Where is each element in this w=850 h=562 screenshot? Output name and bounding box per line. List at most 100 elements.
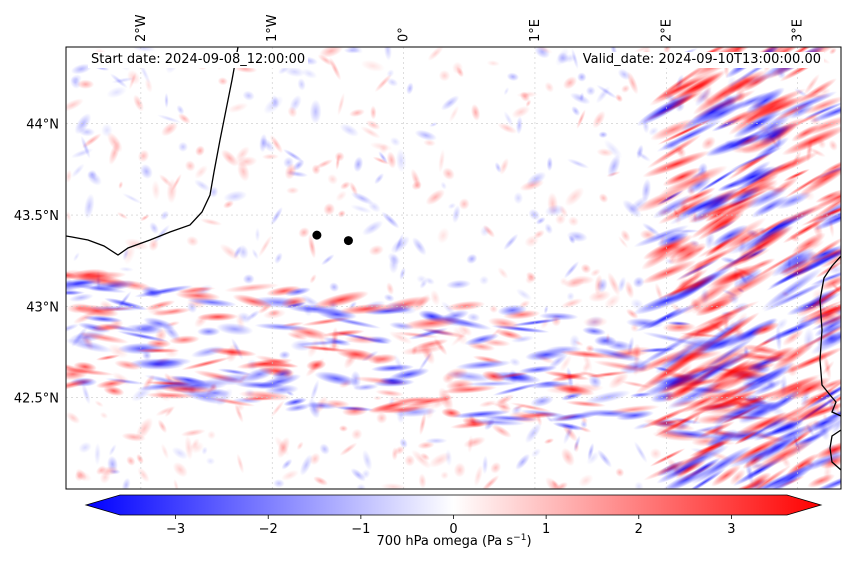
field-cell	[642, 222, 661, 237]
field-streak-cell	[774, 102, 810, 122]
field-band-cell	[283, 301, 308, 309]
field-cell	[479, 275, 490, 286]
field-streak-cell	[745, 215, 791, 243]
field-streak-cell	[646, 134, 702, 169]
field-cell	[66, 411, 81, 424]
field-band-cell	[352, 383, 379, 391]
field-cell	[775, 318, 789, 331]
field-cell	[604, 294, 621, 309]
field-band-cell	[244, 367, 274, 382]
field-cell	[497, 267, 509, 279]
field-band-cell	[552, 422, 585, 431]
field-cell	[153, 224, 171, 244]
field-band-cell	[224, 283, 280, 293]
field-cell	[270, 206, 283, 226]
field-cell	[561, 447, 575, 467]
field-cell	[559, 354, 572, 373]
field-band-cell	[312, 290, 369, 309]
field-cell	[559, 205, 569, 218]
field-cell	[466, 253, 478, 265]
field-streak-cell	[713, 248, 771, 273]
field-band-cell	[286, 331, 308, 341]
field-band-cell	[264, 384, 299, 395]
field-cell	[217, 77, 228, 86]
field-cell	[381, 211, 400, 229]
field-cell	[597, 449, 612, 468]
field-cell	[440, 471, 449, 480]
field-streak-cell	[787, 377, 831, 401]
field-band-cell	[593, 360, 650, 372]
field-cell	[621, 84, 630, 93]
field-band-cell	[464, 333, 500, 346]
field-streak-cell	[798, 401, 841, 421]
field-streak-cell	[734, 430, 759, 445]
field-cell	[420, 452, 430, 461]
field-cell	[286, 186, 300, 195]
field-cell	[66, 169, 72, 183]
field-streak-cell	[780, 427, 815, 452]
start-date-label: Start date: 2024-09-08_12:00:00	[88, 52, 309, 68]
field-cell	[308, 234, 316, 259]
field-band-cell	[266, 285, 302, 297]
field-cell	[106, 86, 127, 99]
field-cell	[171, 446, 188, 460]
field-band-cell	[83, 315, 123, 323]
field-streak-cell	[809, 246, 840, 262]
field-cell	[339, 123, 359, 137]
field-cell	[571, 48, 579, 70]
field-band-cell	[666, 321, 691, 326]
field-cell	[177, 141, 189, 152]
field-cell	[548, 352, 569, 370]
field-band-cell	[559, 350, 616, 359]
field-cell	[563, 76, 577, 90]
field-cell	[73, 252, 80, 262]
field-streak-cell	[797, 450, 841, 473]
field-cell	[251, 248, 259, 260]
field-band-cell	[197, 326, 221, 337]
field-cell	[410, 168, 422, 190]
field-cell	[563, 278, 585, 289]
field-cell	[227, 102, 249, 113]
field-band-cell	[565, 400, 606, 408]
field-band-cell	[144, 300, 176, 311]
field-streak-cell	[812, 304, 841, 326]
field-band-cell	[582, 326, 606, 336]
field-cell	[395, 148, 407, 173]
field-streak-cell	[707, 429, 738, 448]
field-cell	[574, 340, 584, 347]
coastline-east	[819, 255, 841, 417]
field-cell	[373, 395, 383, 401]
field-streak-cell	[671, 242, 707, 266]
field-cell	[237, 161, 250, 182]
field-cell	[592, 110, 606, 129]
field-cell	[586, 451, 600, 465]
field-cell	[160, 443, 169, 460]
field-cell	[516, 91, 538, 98]
field-cell	[419, 412, 427, 436]
field-streak-cell	[798, 114, 841, 137]
field-band-cell	[452, 410, 510, 419]
field-streak-cell	[696, 166, 741, 194]
field-streak-cell	[726, 227, 765, 251]
field-cell	[430, 289, 441, 306]
field-cell	[137, 467, 150, 483]
field-cell	[94, 442, 101, 466]
field-streak-cell	[814, 440, 841, 460]
field-cell	[369, 142, 393, 151]
field-band-cell	[579, 370, 606, 380]
field-band-cell	[190, 345, 225, 358]
field-streak-cell	[803, 376, 841, 411]
field-streak-cell	[636, 92, 694, 127]
field-cell	[360, 126, 381, 139]
field-streak-cell	[633, 224, 690, 248]
field-cell	[559, 277, 569, 286]
field-cell	[242, 273, 255, 285]
field-streak-cell	[676, 258, 721, 281]
field-cell	[440, 181, 447, 190]
field-cell	[524, 235, 539, 248]
field-streak-cell	[715, 380, 758, 405]
field-cell	[467, 435, 474, 453]
field-cell	[729, 469, 746, 486]
field-cell	[223, 200, 234, 209]
field-band-cell	[323, 399, 350, 409]
